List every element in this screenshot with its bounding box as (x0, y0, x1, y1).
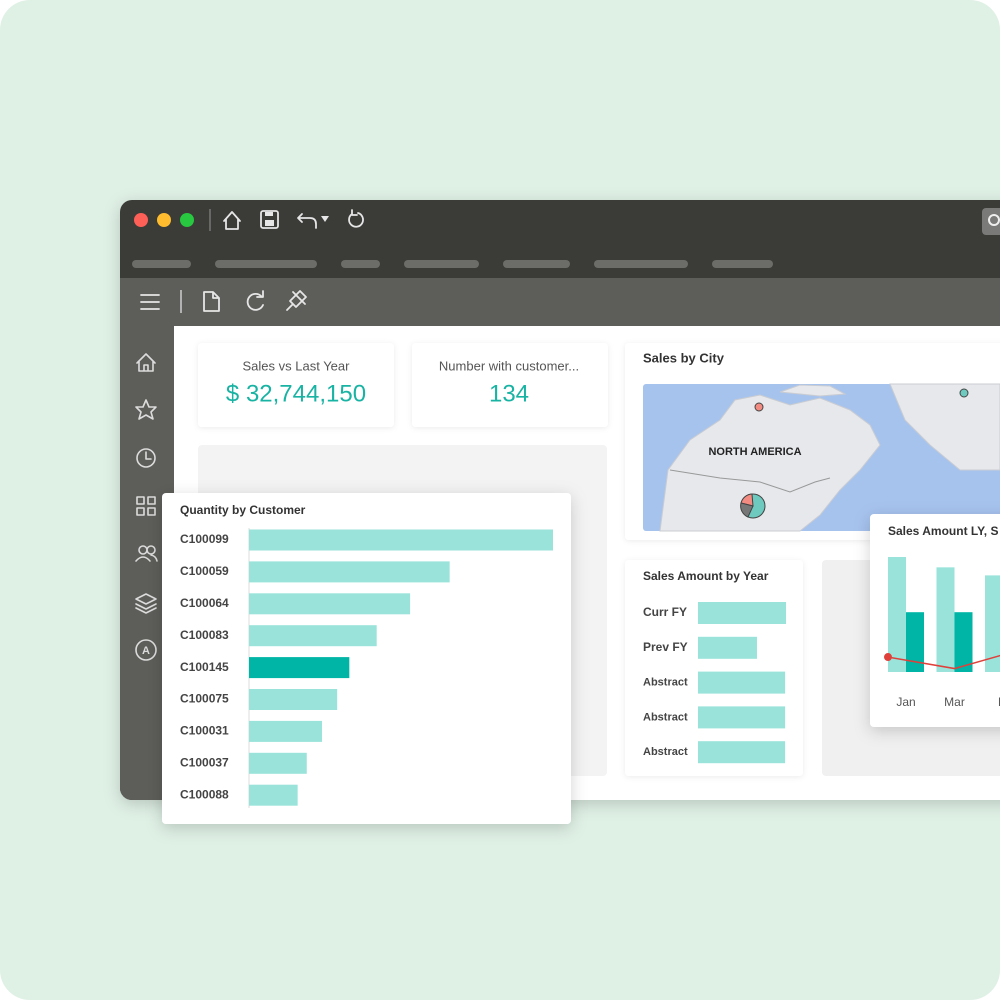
menu-button[interactable] (140, 294, 160, 310)
nav-favorites[interactable] (135, 399, 157, 420)
map-pie (959, 388, 969, 398)
kpi-label: Number with customer... (439, 358, 579, 373)
bar (249, 720, 322, 742)
bar (249, 529, 553, 551)
pin-button[interactable] (286, 290, 307, 311)
y-category-label: Abstract (643, 677, 688, 689)
bar (249, 689, 338, 710)
nav-layers[interactable] (135, 593, 157, 614)
maximize-button[interactable] (180, 213, 194, 227)
y-category-label: C100099 (180, 532, 229, 546)
bar (698, 706, 786, 729)
bar (249, 561, 450, 583)
map: NORTH AMERICA (643, 383, 1000, 532)
card-title: Sales Amount by Year (643, 569, 769, 583)
nav-dashboards[interactable] (136, 496, 156, 516)
y-category-label: C100037 (180, 755, 229, 769)
undo-button[interactable] (297, 213, 317, 229)
map-pie-slice (740, 502, 754, 518)
line (887, 654, 1000, 670)
save-button[interactable] (260, 210, 279, 229)
tab-strip (132, 260, 773, 268)
x-category-label: Mar (944, 695, 965, 709)
map-land (889, 383, 1000, 471)
toolbar (120, 278, 1000, 326)
bar (888, 557, 906, 672)
y-category-label: C100083 (180, 628, 229, 642)
kpi-value: 134 (489, 380, 529, 407)
bar (698, 636, 757, 659)
kpi-value: $ 32,744,150 (226, 380, 366, 407)
y-category-label: C100059 (180, 564, 229, 578)
y-category-label: Curr FY (643, 605, 687, 619)
bar (249, 625, 377, 647)
new-file-button[interactable] (203, 291, 220, 312)
y-category-label: C100031 (180, 724, 229, 738)
nav-recent[interactable] (136, 448, 156, 468)
y-category-label: C100064 (180, 596, 229, 610)
kpi-card (198, 343, 394, 427)
map-land (659, 394, 881, 532)
y-category-label: C100088 (180, 787, 229, 801)
map-label: NORTH AMERICA (708, 446, 801, 458)
y-category-label: Abstract (643, 711, 688, 723)
bar (249, 657, 350, 679)
line-point (884, 653, 892, 662)
nav-users[interactable] (135, 545, 158, 562)
x-category-label: Jan (896, 695, 915, 709)
bar (936, 567, 955, 672)
kpi-card (412, 343, 608, 427)
map-border (669, 469, 831, 493)
card-title: Sales by City (643, 350, 725, 365)
bar (698, 671, 786, 694)
bar (698, 741, 786, 764)
kpi-label: Sales vs Last Year (243, 358, 351, 373)
y-category-label: C100075 (180, 692, 229, 706)
bar (249, 784, 298, 806)
nav-home[interactable] (136, 353, 156, 372)
undo-menu[interactable] (321, 216, 329, 222)
close-button[interactable] (134, 213, 148, 227)
refresh-button[interactable] (348, 209, 364, 228)
home-button[interactable] (223, 211, 241, 230)
x-category-label: M (998, 695, 1000, 709)
svg-text:A: A (142, 645, 150, 657)
search-button[interactable] (982, 208, 1000, 235)
y-category-label: Abstract (643, 746, 688, 758)
bar (249, 752, 307, 774)
bar (698, 602, 786, 624)
card-title: Quantity by Customer (180, 503, 306, 517)
map-land (779, 384, 847, 397)
bar (985, 575, 1000, 672)
y-category-label: C100145 (180, 660, 229, 674)
minimize-button[interactable] (157, 213, 171, 227)
bar (249, 593, 411, 615)
reload-button[interactable] (246, 290, 264, 311)
y-category-label: Prev FY (643, 640, 688, 654)
card-title: Sales Amount LY, S (888, 524, 998, 538)
map-pie (754, 402, 764, 412)
nav-account[interactable]: A (135, 639, 157, 661)
bar (954, 612, 973, 672)
bar (906, 612, 924, 672)
